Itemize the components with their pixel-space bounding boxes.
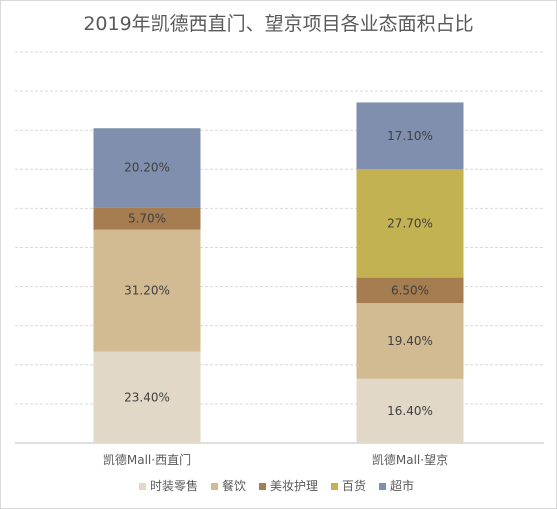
chart-title: 2019年凯德西直门、望京项目各业态面积占比 <box>83 13 474 35</box>
data-label: 31.20% <box>124 284 170 298</box>
legend-swatch <box>331 483 338 490</box>
legend-label: 超市 <box>390 478 414 493</box>
legend-label: 时装零售 <box>150 478 198 493</box>
bar-segment <box>356 303 464 379</box>
x-tick-label: 凯德Mall·望京 <box>372 452 448 467</box>
bar-segment <box>356 277 464 304</box>
legend-label: 美妆护理 <box>270 479 318 493</box>
bar-segment <box>356 102 464 170</box>
bars: 23.40% 31.20% 5.70% 20.20% 16.40% 19.40% 6.50%… <box>93 102 464 443</box>
bar-segment <box>93 207 201 230</box>
data-label: 17.10% <box>387 129 433 143</box>
bar-segment <box>356 378 464 443</box>
data-label: 16.40% <box>387 404 433 418</box>
data-label: 19.40% <box>387 334 433 348</box>
data-label: 27.70% <box>387 216 433 230</box>
bar-segment <box>356 169 464 278</box>
bar-segment <box>93 229 201 352</box>
x-tick-label: 凯德Mall·西直门 <box>103 452 191 467</box>
legend-swatch <box>211 483 218 490</box>
legend-swatch <box>259 483 266 490</box>
data-label: 20.20% <box>124 161 170 175</box>
legend: 时装零售 餐饮 美妆护理 百货 超市 <box>139 478 414 493</box>
data-label: 23.40% <box>124 390 170 404</box>
data-label: 5.70% <box>128 211 166 225</box>
x-axis: 凯德Mall·西直门 凯德Mall·望京 <box>103 452 448 467</box>
legend-label: 餐饮 <box>222 478 246 493</box>
legend-label: 百货 <box>342 478 366 493</box>
data-label: 6.50% <box>391 283 429 297</box>
bar-segment <box>93 351 201 443</box>
legend-swatch <box>139 483 146 490</box>
bar-segment <box>93 128 201 208</box>
legend-swatch <box>379 483 386 490</box>
